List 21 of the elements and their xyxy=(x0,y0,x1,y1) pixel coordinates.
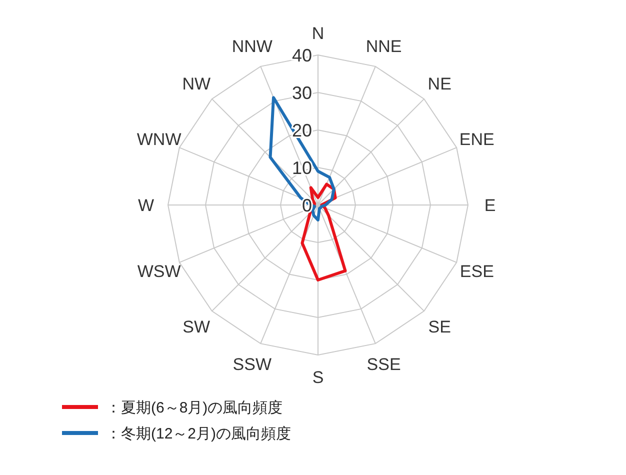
spoke-label: SSW xyxy=(232,354,272,374)
spoke-label: NNW xyxy=(232,37,272,56)
spoke-label: SW xyxy=(182,318,210,337)
y-tick-label: 10 xyxy=(292,158,312,178)
spoke-label: NW xyxy=(182,74,211,94)
legend-label: ：冬期(12～2月)の風向頻度 xyxy=(106,425,292,442)
spoke-label: NNE xyxy=(366,37,402,56)
spoke-label: WSW xyxy=(137,262,181,281)
spoke-label: NE xyxy=(428,74,452,94)
spoke-label: SE xyxy=(428,318,451,337)
y-tick-label: 30 xyxy=(292,82,312,103)
spoke-label: W xyxy=(138,196,154,215)
spoke-label: N xyxy=(312,24,324,43)
y-tick-label: 40 xyxy=(292,45,312,66)
spoke-label: SSE xyxy=(366,354,401,374)
spoke-label: WNW xyxy=(136,130,182,150)
spoke-label: ESE xyxy=(460,262,494,281)
spoke-label: ENE xyxy=(459,130,494,150)
spoke-label: E xyxy=(484,196,496,215)
legend-label: ：夏期(6～8月)の風向頻度 xyxy=(106,399,283,416)
spoke-label: S xyxy=(312,368,324,387)
